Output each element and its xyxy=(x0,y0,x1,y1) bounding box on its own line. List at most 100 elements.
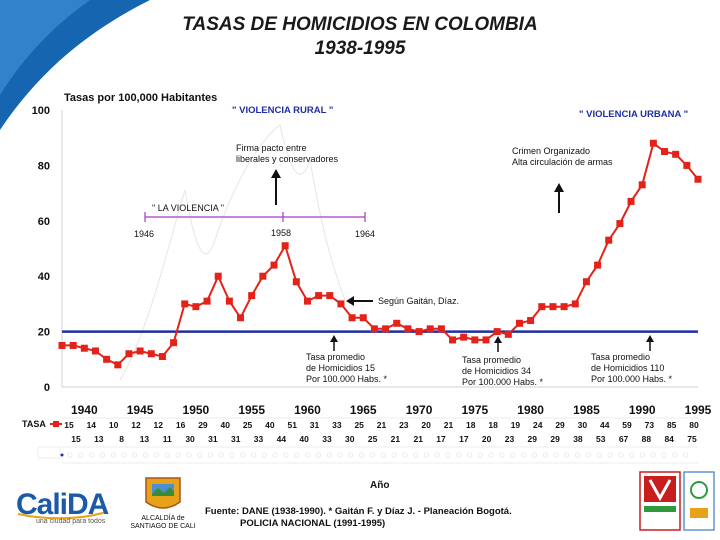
y-tick-label: 80 xyxy=(38,160,50,172)
table-placeholder-dot xyxy=(391,452,397,458)
table-cell-row2: 21 xyxy=(391,434,401,444)
table-cell-row2: 33 xyxy=(254,434,264,444)
table-placeholder-dot xyxy=(585,452,592,458)
data-point xyxy=(326,292,334,300)
table-cell-row1: 33 xyxy=(332,420,342,430)
table-placeholder-dot xyxy=(67,452,73,458)
table-placeholder-dot xyxy=(650,452,656,458)
annotation-prom2-line2: de Homicidios 34 xyxy=(462,366,532,376)
table-cell-row2: 31 xyxy=(208,434,218,444)
table-placeholder-dot xyxy=(564,452,570,458)
table-cell-row2: 40 xyxy=(299,434,309,444)
annotation-crimen-line2: Alta circulación de armas xyxy=(512,157,613,167)
table-cell-row2: 11 xyxy=(163,434,172,444)
table-placeholder-dot xyxy=(240,452,246,458)
annotation-pacto-line2: liberales y conservadores xyxy=(236,154,339,164)
chart-subtitle: 1938-1995 xyxy=(314,38,406,59)
table-cell-row1: 18 xyxy=(466,420,476,430)
table-placeholder-dot xyxy=(272,452,278,458)
data-point xyxy=(527,317,535,325)
table-cell-row1: 18 xyxy=(488,420,498,430)
table-placeholder-dot xyxy=(229,452,235,458)
table-cell-row2: 33 xyxy=(322,434,332,444)
table-placeholder-dot xyxy=(369,452,375,458)
data-point xyxy=(370,325,378,333)
data-point xyxy=(359,314,367,322)
data-point xyxy=(158,353,166,361)
data-point xyxy=(259,272,267,280)
table-cell-row1: 31 xyxy=(310,420,320,430)
table-placeholder-dot xyxy=(596,452,602,458)
x-tick-label: 1980 xyxy=(517,403,544,417)
table-cell-row1: 30 xyxy=(578,420,588,430)
y-tick-label: 40 xyxy=(38,271,50,283)
table-placeholder-dot xyxy=(542,452,548,458)
table-cell-row2: 20 xyxy=(482,434,492,444)
chart-title: TASAS DE HOMICIDIOS EN COLOMBIA xyxy=(182,14,538,35)
source-line2: POLICIA NACIONAL (1991-1995) xyxy=(240,518,386,529)
data-point xyxy=(192,303,200,311)
data-point xyxy=(136,347,144,355)
table-placeholder-dot xyxy=(99,452,106,458)
data-point xyxy=(237,314,245,322)
annotation-pacto-line1: Firma pacto entre xyxy=(236,143,307,153)
data-point xyxy=(493,328,501,336)
x-tick-label: 1965 xyxy=(350,403,377,417)
table-placeholder-dot xyxy=(402,452,408,458)
arrow-prom3 xyxy=(646,335,654,351)
annotation-prom2-line3: Por 100.000 Habs. * xyxy=(462,377,544,387)
data-point xyxy=(91,347,99,355)
table-placeholder-dot xyxy=(456,452,462,458)
x-axis-label: Año xyxy=(370,480,390,491)
table-cell-row2: 67 xyxy=(619,434,629,444)
source-line1: Fuente: DANE (1938-1990). * Gaitán F. y … xyxy=(205,506,512,517)
calida-swoosh xyxy=(17,511,107,520)
table-cell-row2: 25 xyxy=(368,434,378,444)
table-cell-row2: 30 xyxy=(185,434,195,444)
table-placeholder-dot xyxy=(520,452,527,458)
data-point xyxy=(649,139,657,147)
annotation-gaitan: Según Gaitán, Díaz. xyxy=(378,296,460,306)
table-cell-row1: 25 xyxy=(243,420,253,430)
legend-tasa-swatch xyxy=(50,421,62,427)
alcaldia-shield-logo xyxy=(145,477,181,509)
table-placeholder-dot xyxy=(348,452,354,458)
table-placeholder-dot xyxy=(661,452,667,458)
table-placeholder-dot xyxy=(326,452,332,458)
calida-logo-text: CaliDA xyxy=(16,488,109,521)
legend-mean-dot xyxy=(60,453,64,457)
annotation-prom2-line1: Tasa promedio xyxy=(462,355,522,365)
data-point xyxy=(460,333,468,341)
table-placeholder-dot xyxy=(682,452,689,458)
table-cell-row1: 19 xyxy=(511,420,521,430)
institutional-logos xyxy=(639,471,715,531)
table-cell-row1: 20 xyxy=(421,420,431,430)
data-point xyxy=(482,336,490,344)
table-placeholder-dot xyxy=(186,452,192,458)
table-placeholder-dot xyxy=(143,452,149,458)
y-tick-label: 60 xyxy=(38,216,50,228)
data-point xyxy=(80,344,88,352)
data-point xyxy=(303,297,311,305)
x-tick-label: 1970 xyxy=(406,403,433,417)
table-cell-row2: 53 xyxy=(596,434,606,444)
data-point xyxy=(683,161,691,169)
table-cell-row2: 17 xyxy=(436,434,446,444)
table-placeholder-dot xyxy=(304,452,311,458)
x-tick-label: 1955 xyxy=(238,403,265,417)
data-point xyxy=(672,150,680,158)
series-line-tasa xyxy=(62,141,699,367)
data-point xyxy=(538,303,546,311)
annotation-prom1-line3: Por 100.000 Habs. * xyxy=(306,374,388,384)
data-point xyxy=(605,236,613,244)
data-point xyxy=(225,297,233,305)
data-point xyxy=(125,350,133,358)
data-point xyxy=(292,278,300,286)
data-point xyxy=(694,175,702,183)
corner-decoration-light xyxy=(0,0,90,95)
table-cell-row1: 16 xyxy=(176,420,186,430)
x-tick-label: 1990 xyxy=(629,403,656,417)
data-point xyxy=(404,325,412,333)
alcaldia-line1: ALCALDÍA de xyxy=(141,515,185,522)
data-point xyxy=(661,148,669,156)
